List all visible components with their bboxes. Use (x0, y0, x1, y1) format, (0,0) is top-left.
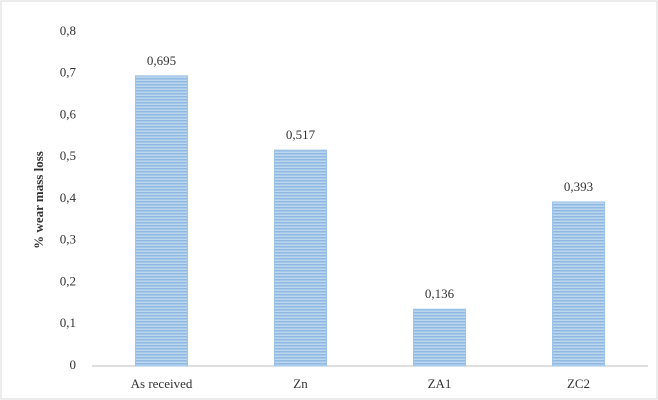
y-tick-label: 0,8 (60, 23, 76, 38)
bar (413, 308, 466, 367)
value-label: 0,393 (564, 179, 593, 194)
x-tick-label: Zn (293, 376, 308, 391)
value-label: 0,517 (286, 127, 316, 142)
value-label: 0,136 (425, 286, 455, 301)
bar (135, 75, 188, 367)
y-axis-title: % wear mass loss (31, 151, 46, 249)
x-tick-label: ZA1 (428, 376, 452, 391)
y-tick-label: 0,2 (60, 273, 76, 288)
x-tick-label: ZC2 (567, 376, 590, 391)
y-tick-label: 0,4 (60, 190, 77, 205)
y-tick-label: 0,5 (60, 148, 76, 163)
y-tick-label: 0,1 (60, 315, 76, 330)
y-tick-label: 0 (70, 357, 77, 372)
y-tick-label: 0,3 (60, 232, 76, 247)
value-label: 0,695 (147, 53, 176, 68)
bar (274, 149, 327, 367)
bar (552, 201, 605, 367)
y-tick-label: 0,6 (60, 106, 77, 121)
y-tick-label: 0,7 (60, 65, 77, 80)
x-tick-label: As received (131, 376, 193, 391)
